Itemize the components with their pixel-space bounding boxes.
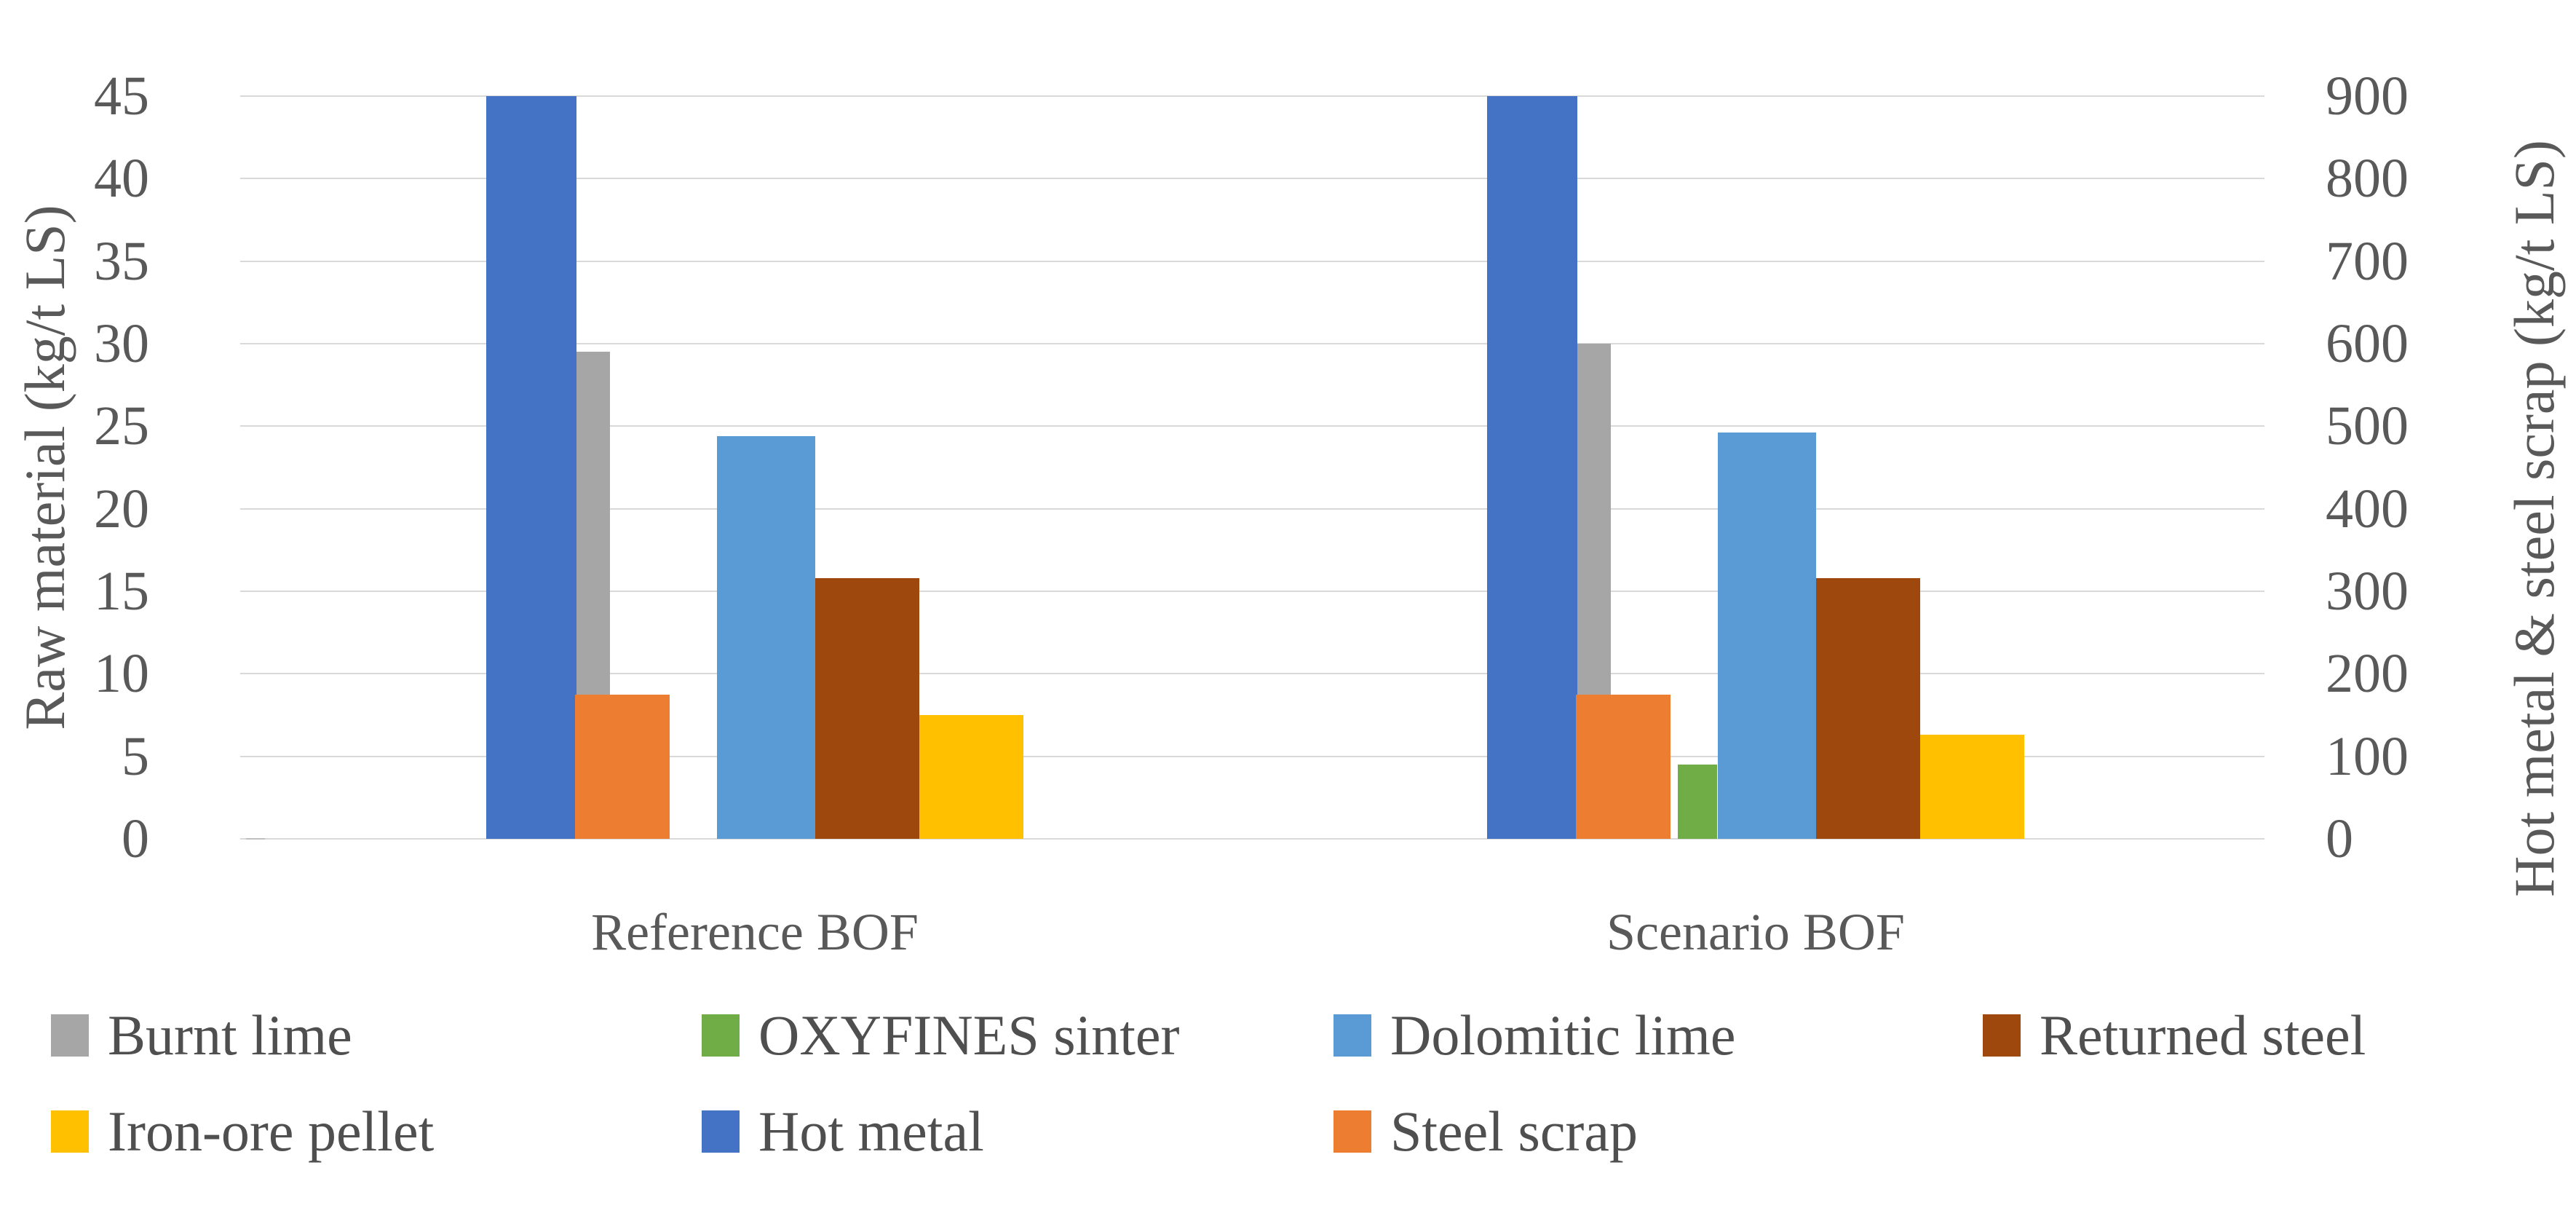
legend-label: Steel scrap xyxy=(1390,1100,1638,1163)
legend-label: Dolomitic lime xyxy=(1390,1003,1736,1067)
gridline xyxy=(240,425,2264,427)
bar-returned-steel-scenario xyxy=(1816,578,1920,839)
legend-item-hot-metal: Hot metal xyxy=(702,1099,984,1164)
legend-label: OXYFINES sinter xyxy=(758,1003,1180,1067)
legend-label: Iron-ore pellet xyxy=(108,1100,435,1163)
right-axis-tick: 900 xyxy=(2326,66,2409,127)
right-axis-title: Hot metal & steel scrap (kg/t LS) xyxy=(2502,140,2566,897)
right-axis-tick: 300 xyxy=(2326,561,2409,622)
right-axis-tick: 400 xyxy=(2326,478,2409,540)
legend-item-steel-scrap: Steel scrap xyxy=(1333,1099,1638,1164)
legend-swatch xyxy=(51,1110,89,1153)
gridline xyxy=(240,591,2264,592)
bar-steel-scrap-reference xyxy=(575,695,670,839)
legend-item-dolomitic-lime: Dolomitic lime xyxy=(1333,1003,1735,1068)
bar-dolomitic-lime-scenario xyxy=(1718,433,1816,839)
left-axis-tick: 40 xyxy=(94,148,149,210)
right-axis-tick: 0 xyxy=(2326,808,2353,869)
gridline xyxy=(240,95,2264,97)
bar-steel-scrap-scenario xyxy=(1576,695,1671,839)
legend-swatch xyxy=(702,1014,740,1057)
legend-item-burnt-lime: Burnt lime xyxy=(51,1003,352,1068)
right-axis-tick: 800 xyxy=(2326,148,2409,210)
category-label-scenario-bof: Scenario BOF xyxy=(1606,903,1905,961)
left-axis-tick: 10 xyxy=(94,643,149,705)
left-axis-tick: 5 xyxy=(122,725,149,787)
left-axis-tick: 30 xyxy=(94,313,149,374)
bar-iron-ore-pellet-scenario xyxy=(1920,735,2024,839)
legend-item-returned-steel: Returned steel xyxy=(1983,1003,2366,1068)
plot-area xyxy=(240,95,2264,840)
gridline xyxy=(240,838,2264,840)
right-axis-tick: 100 xyxy=(2326,725,2409,787)
left-axis-tick: 15 xyxy=(94,561,149,622)
zero-tick-mark xyxy=(246,838,265,840)
left-axis-tick: 45 xyxy=(94,66,149,127)
legend-label: Hot metal xyxy=(758,1100,984,1163)
legend-swatch xyxy=(1333,1110,1371,1153)
bar-hot-metal-reference xyxy=(486,96,576,839)
right-axis-tick: 500 xyxy=(2326,395,2409,457)
bar-iron-ore-pellet-reference xyxy=(919,715,1023,839)
legend-label: Burnt lime xyxy=(108,1003,352,1067)
right-axis-tick: 600 xyxy=(2326,313,2409,374)
bar-returned-steel-reference xyxy=(815,578,919,839)
right-axis-tick: 700 xyxy=(2326,230,2409,292)
gridline xyxy=(240,673,2264,675)
legend-item-iron-ore-pellet: Iron-ore pellet xyxy=(51,1099,434,1164)
left-axis-tick: 0 xyxy=(122,808,149,869)
legend-swatch xyxy=(702,1110,740,1153)
bar-dolomitic-lime-reference xyxy=(717,436,815,839)
legend-swatch xyxy=(1333,1014,1371,1057)
legend-swatch xyxy=(51,1014,89,1057)
bar-hot-metal-scenario xyxy=(1487,96,1577,839)
left-axis-tick: 35 xyxy=(94,230,149,292)
gridline xyxy=(240,343,2264,344)
legend-item-oxyfines-sinter: OXYFINES sinter xyxy=(702,1003,1180,1068)
category-label-reference-bof: Reference BOF xyxy=(591,903,919,961)
gridline xyxy=(240,260,2264,262)
gridline xyxy=(240,178,2264,180)
bar-oxyfines-sinter-scenario xyxy=(1678,765,1717,839)
gridline xyxy=(240,508,2264,510)
right-axis-tick: 200 xyxy=(2326,643,2409,705)
legend-label: Returned steel xyxy=(2040,1003,2366,1067)
gridline xyxy=(240,755,2264,757)
left-axis-tick: 20 xyxy=(94,478,149,540)
legend-swatch xyxy=(1983,1014,2021,1057)
left-axis-tick: 25 xyxy=(94,395,149,457)
